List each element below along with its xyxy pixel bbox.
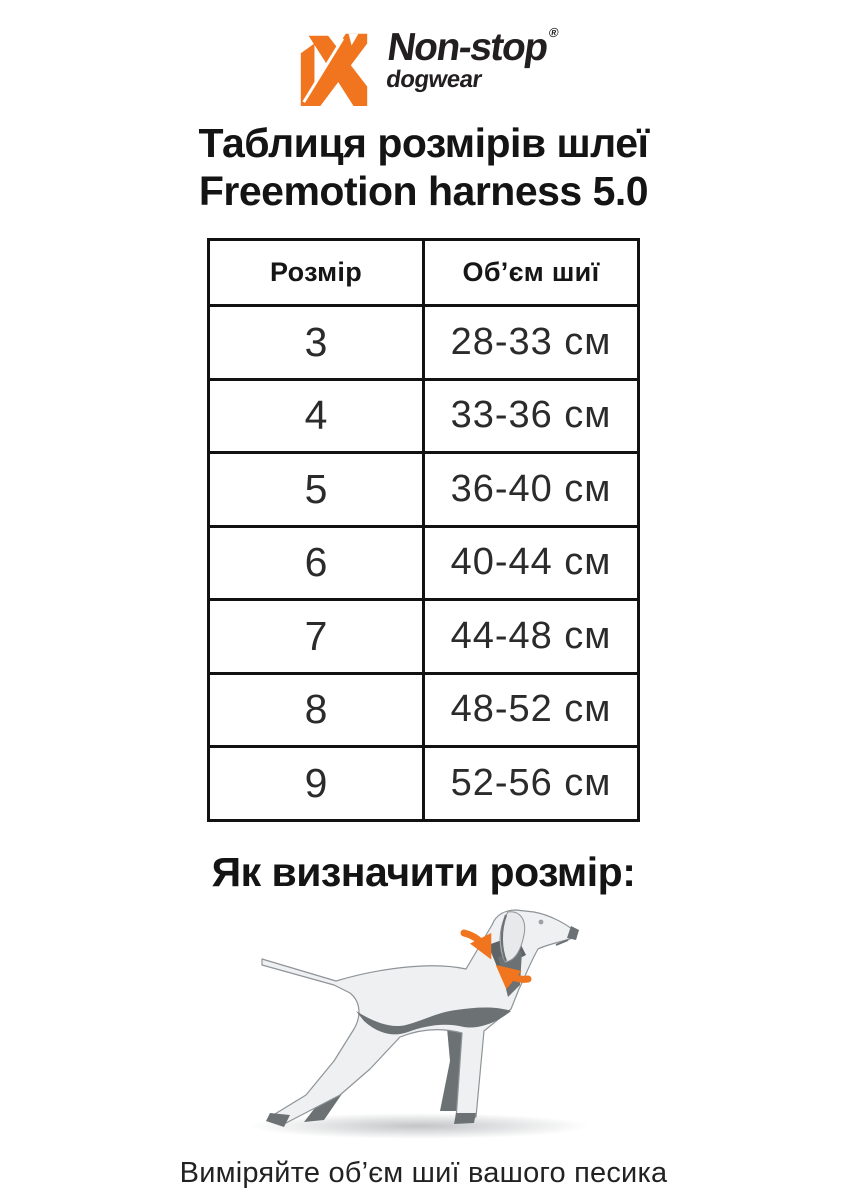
brand-logo-text: Non-stop® dogwear bbox=[382, 25, 560, 93]
registered-mark: ® bbox=[548, 25, 560, 40]
page-title-line2: Freemotion harness 5.0 bbox=[198, 167, 649, 214]
measure-caption: Виміряйте об’єм шиї вашого песика bbox=[179, 1156, 668, 1189]
size-table-body: 3 28-33 см 4 33-36 см 5 36-40 см 6 40-44 см 7 44-… bbox=[207, 304, 640, 822]
cell-size: 3 bbox=[207, 304, 425, 381]
cell-size: 6 bbox=[207, 524, 425, 602]
size-table-row: 9 52-56 см bbox=[207, 745, 640, 822]
size-table-row: 6 40-44 см bbox=[207, 524, 640, 602]
dog-belly-shadow bbox=[355, 1007, 511, 1035]
size-table-row: 5 36-40 см bbox=[207, 451, 640, 528]
cell-size: 5 bbox=[207, 451, 425, 528]
cell-neck-circumference: 40-44 см bbox=[422, 524, 640, 602]
cell-neck-circumference: 52-56 см bbox=[422, 745, 640, 822]
size-table-row: 3 28-33 см bbox=[207, 304, 640, 381]
size-table-row: 4 33-36 см bbox=[207, 377, 640, 455]
size-table: Розмір Об’єм шиї 3 28-33 см 4 33-36 см 5 36-4… bbox=[207, 238, 640, 822]
cell-neck-circumference: 28-33 см bbox=[422, 304, 640, 381]
dog-foot-shadow-hind bbox=[265, 1112, 290, 1127]
size-table-row: 7 44-48 см bbox=[207, 598, 640, 675]
page-title: Таблиця розмірів шлеї Freemotion harness … bbox=[198, 120, 649, 215]
ground-shadow bbox=[248, 1112, 589, 1139]
neck-measure-arrow-top bbox=[460, 929, 491, 960]
dog-ear bbox=[499, 910, 525, 963]
nonstop-dogwear-logo-icon bbox=[300, 33, 368, 106]
cell-neck-circumference: 48-52 см bbox=[422, 671, 640, 749]
cell-size: 8 bbox=[207, 671, 425, 749]
dog-eye bbox=[538, 919, 543, 925]
brand-name: Non-stop® bbox=[384, 25, 560, 69]
column-header-size: Розмір bbox=[207, 238, 425, 308]
brand-logo: Non-stop® dogwear bbox=[292, 24, 560, 106]
size-table-row: 8 48-52 см bbox=[207, 671, 640, 749]
dog-nose bbox=[566, 925, 579, 940]
howto-heading: Як визначити розмір: bbox=[211, 848, 636, 895]
dog-mouth-line bbox=[555, 938, 568, 946]
cell-size: 9 bbox=[207, 745, 425, 822]
column-header-neck: Об’єм шиї bbox=[422, 238, 640, 308]
cell-size: 4 bbox=[207, 377, 425, 455]
brand-subname: dogwear bbox=[384, 66, 484, 93]
dog-ear-shadow-edge bbox=[500, 914, 507, 962]
dog-foot-shadow-front bbox=[453, 1112, 476, 1124]
cell-neck-circumference: 33-36 см bbox=[422, 377, 640, 455]
dog-body bbox=[260, 909, 573, 1124]
page-title-line1: Таблиця розмірів шлеї bbox=[198, 120, 649, 166]
cell-neck-circumference: 36-40 см bbox=[422, 451, 640, 528]
dog-measurement-illustration bbox=[248, 909, 589, 1139]
cell-neck-circumference: 44-48 см bbox=[422, 598, 640, 675]
size-table-header-row: Розмір Об’єм шиї bbox=[207, 238, 640, 308]
neck-measure-arrow-bottom bbox=[495, 964, 531, 989]
cell-size: 7 bbox=[207, 598, 425, 675]
